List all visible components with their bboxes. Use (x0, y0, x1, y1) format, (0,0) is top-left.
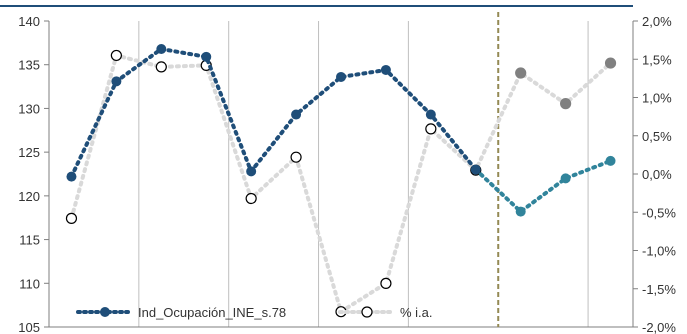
data-point-ia (110, 49, 122, 62)
data-point-ind-ocupacion (111, 76, 122, 87)
data-point-ind-ocupacion (156, 43, 167, 54)
data-point-ind-ocupacion (470, 164, 481, 175)
right-tick-label: 0,0% (642, 167, 672, 182)
left-tick-label: 120 (18, 189, 40, 204)
data-point-ind-ocupacion (605, 155, 616, 166)
data-point-ia (290, 151, 302, 163)
data-point-ind-ocupacion (515, 206, 526, 217)
data-point-ia (560, 98, 572, 110)
left-tick-label: 110 (19, 276, 40, 291)
legend-label-ia: % i.a. (400, 305, 433, 320)
data-point-ind-ocupacion (201, 51, 212, 62)
legend-label-ind-ocupacion: Ind_Ocupación_INE_s.78 (138, 305, 286, 320)
chart-axes (0, 5, 634, 328)
data-point-ia (515, 67, 527, 79)
right-tick-label: 0,5% (642, 129, 672, 144)
legend: Ind_Ocupación_INE_s.78 % i.a. (76, 305, 433, 320)
data-point-ind-ocupacion (291, 109, 302, 120)
left-tick-label: 130 (18, 101, 40, 116)
data-point-ia (604, 57, 617, 69)
left-tick-label: 105 (18, 320, 40, 334)
series-line-ind-ocupacion-forecast (473, 158, 613, 215)
left-tick-label: 115 (19, 233, 40, 248)
right-tick-label: 2,0% (642, 14, 672, 29)
series-line-ia (69, 53, 613, 315)
right-tick-label: -0,5% (642, 205, 676, 220)
right-axis-ticks: 2,0% 1,5% 1,0% 0,5% 0,0% -0,5% -1,0% -1,5% -2,0% (633, 14, 676, 334)
right-tick-label: 1,0% (642, 91, 672, 106)
right-tick-label: 1,5% (642, 52, 672, 67)
series-line-ind-ocupacion (69, 46, 478, 179)
data-point-ia (245, 192, 257, 205)
left-tick-label: 135 (18, 58, 40, 73)
data-point-ind-ocupacion (66, 171, 77, 182)
data-point-ind-ocupacion (380, 64, 391, 75)
data-point-ind-ocupacion (560, 173, 571, 184)
vertical-gridlines (138, 21, 589, 327)
data-point-ia (380, 277, 392, 289)
data-point-ia (155, 61, 167, 73)
data-point-ind-ocupacion (425, 109, 436, 120)
left-tick-label: 140 (18, 14, 40, 29)
data-point-ind-ocupacion (246, 166, 257, 177)
right-tick-label: -2,0% (642, 320, 676, 334)
data-point-ia (65, 212, 78, 224)
legend-marker-ind-ocupacion (100, 307, 110, 317)
data-point-ia (425, 123, 437, 135)
series-layer (65, 43, 617, 318)
right-tick-label: -1,0% (642, 244, 676, 259)
left-axis-ticks: 140 135 130 125 120 115 110 105 (18, 14, 49, 334)
data-point-ind-ocupacion (336, 71, 346, 82)
legend-marker-ia (361, 306, 373, 318)
right-tick-label: -1,5% (642, 282, 676, 297)
left-tick-label: 125 (18, 145, 40, 160)
